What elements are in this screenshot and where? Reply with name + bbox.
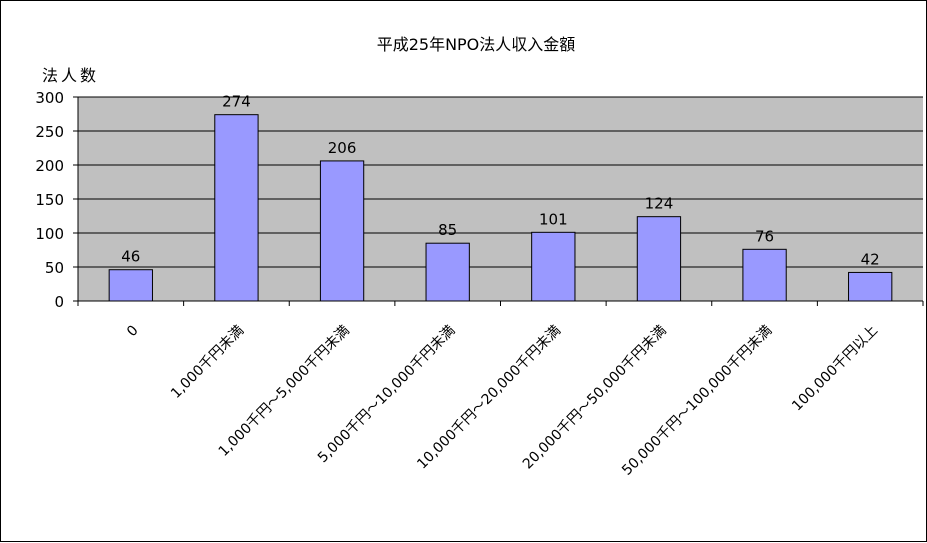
y-tick-label: 200 xyxy=(35,157,64,175)
x-axis-ticks: 0 1,000千円未満1,000千円～5,000千円未満5,000千円～10,00… xyxy=(77,301,924,479)
bar xyxy=(531,231,576,302)
y-tick-label: 0 xyxy=(54,293,64,311)
data-labels: 46 274 206 85 101 124 76 42 xyxy=(121,93,879,269)
y-tick-label: 250 xyxy=(35,123,64,141)
data-label: 85 xyxy=(438,221,457,239)
bar xyxy=(848,271,893,302)
bar xyxy=(636,216,682,302)
bar xyxy=(319,160,365,302)
chart-title: 平成25年NPO法人収入金額 xyxy=(377,35,576,54)
bar xyxy=(108,269,153,302)
bar xyxy=(425,242,470,302)
y-tick-label: 50 xyxy=(45,259,64,277)
x-tick-label: 0 xyxy=(124,323,142,341)
data-label: 206 xyxy=(328,139,357,157)
data-label: 46 xyxy=(121,248,140,266)
x-tick-label: 1,000千円未満 xyxy=(168,323,247,402)
y-tick-label: 100 xyxy=(35,225,64,243)
y-axis-label: 法人数 xyxy=(42,66,99,85)
y-axis-ticks: 0 50 100 150 200 250 300 xyxy=(35,89,78,311)
bar xyxy=(742,248,787,302)
data-label: 101 xyxy=(539,210,568,228)
bar xyxy=(214,114,259,302)
data-label: 76 xyxy=(755,227,774,245)
y-tick-label: 150 xyxy=(35,191,64,209)
data-label: 274 xyxy=(222,93,251,111)
x-tick-label: 100,000千円以上 xyxy=(789,323,881,415)
y-tick-label: 300 xyxy=(35,89,64,107)
data-label: 124 xyxy=(645,195,674,213)
bars xyxy=(108,114,893,302)
data-label: 42 xyxy=(861,250,880,268)
